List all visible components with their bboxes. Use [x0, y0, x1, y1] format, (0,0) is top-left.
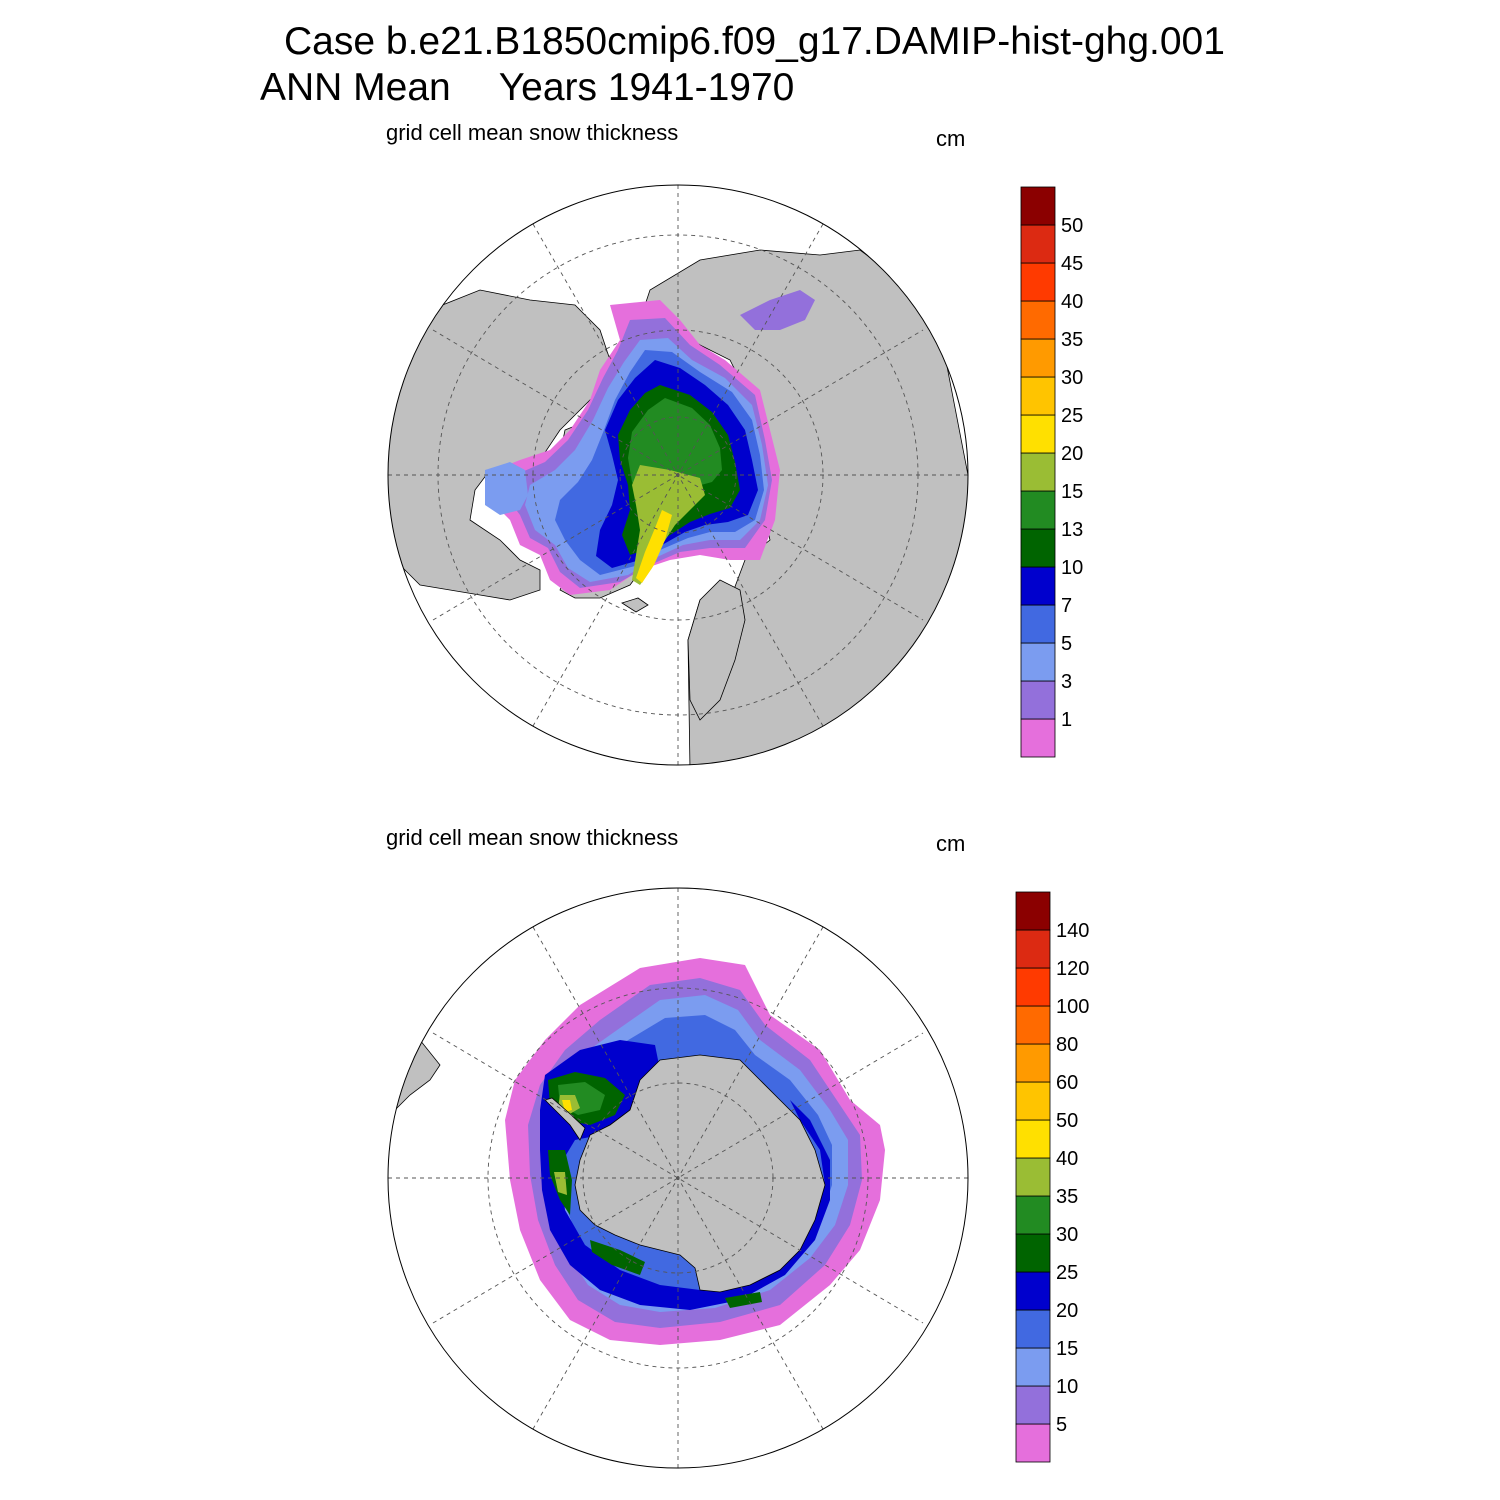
north-colorbar-segment — [1020, 642, 1056, 682]
north-colorbar-tick-label: 5 — [1061, 633, 1072, 655]
south-colorbar-segment — [1015, 1195, 1051, 1235]
south-snow-25-30cm-ross — [590, 1240, 645, 1275]
north-colorbar-segment — [1020, 490, 1056, 530]
north-colorbar-segment — [1020, 528, 1056, 568]
south-colorbar-tick-label: 20 — [1056, 1300, 1078, 1322]
north-colorbar-tick-label: 7 — [1061, 595, 1072, 617]
north-snow-20-25cm — [636, 510, 672, 583]
south-land-peninsula — [544, 1097, 586, 1141]
south-unit-label: cm — [936, 831, 966, 856]
south-colorbar-tick-label: 25 — [1056, 1262, 1078, 1284]
south-colorbar: 5 10 15 20 25 30 35 40 50 60 80 100 120 140 — [1015, 891, 1089, 1463]
north-colorbar-segment — [1020, 718, 1056, 758]
south-map-border — [387, 887, 969, 1469]
north-colorbar-segment — [1020, 224, 1056, 264]
north-colorbar-segment — [1020, 680, 1056, 720]
south-colorbar-tick-label: 50 — [1056, 1110, 1078, 1132]
south-colorbar-segment — [1015, 1347, 1051, 1387]
south-colorbar-segment — [1015, 929, 1051, 969]
north-snow-hudson — [485, 462, 528, 515]
north-colorbar-segment — [1020, 300, 1056, 340]
years-label: Years 1941-1970 — [498, 66, 795, 109]
south-colorbar-tick-label: 5 — [1056, 1414, 1067, 1436]
north-colorbar-segment — [1020, 566, 1056, 606]
south-colorbar-tick-label: 60 — [1056, 1072, 1078, 1094]
north-unit-label: cm — [936, 126, 966, 151]
south-colorbar-segment — [1015, 1233, 1051, 1273]
south-colorbar-segment — [1015, 1119, 1051, 1159]
north-colorbar-tick-label: 1 — [1061, 709, 1072, 731]
south-colorbar-segment — [1015, 1309, 1051, 1349]
north-land-iceland — [621, 597, 649, 613]
south-colorbar-tick-label: 120 — [1056, 958, 1089, 980]
north-graticule — [388, 185, 968, 765]
north-colorbar-tick-label: 25 — [1061, 405, 1083, 427]
south-colorbar-tick-label: 40 — [1056, 1148, 1078, 1170]
north-colorbar-tick-label: 15 — [1061, 481, 1083, 503]
north-polar-map — [387, 184, 969, 766]
period-label: ANN Mean — [260, 66, 451, 109]
north-colorbar-segment — [1020, 414, 1056, 454]
south-colorbar-tick-label: 30 — [1056, 1224, 1078, 1246]
north-colorbar-segment — [1020, 186, 1056, 226]
north-colorbar-tick-label: 13 — [1061, 519, 1083, 541]
north-colorbar-segment — [1020, 452, 1056, 492]
south-colorbar-tick-label: 10 — [1056, 1376, 1078, 1398]
north-colorbar-tick-label: 20 — [1061, 443, 1083, 465]
south-colorbar-segment — [1015, 1385, 1051, 1425]
south-colorbar-tick-label: 15 — [1056, 1338, 1078, 1360]
south-colorbar-segment — [1015, 1043, 1051, 1083]
north-colorbar-tick-label: 40 — [1061, 291, 1083, 313]
south-colorbar-segment — [1015, 1005, 1051, 1045]
south-colorbar-segment — [1015, 1157, 1051, 1197]
south-colorbar-tick-label: 140 — [1056, 920, 1089, 942]
north-colorbar-segment — [1020, 262, 1056, 302]
south-land-antarctica — [574, 1054, 826, 1293]
north-colorbar-tick-label: 50 — [1061, 215, 1083, 237]
south-colorbar-segment — [1015, 1081, 1051, 1121]
north-colorbar-tick-label: 45 — [1061, 253, 1083, 275]
south-polar-map — [387, 887, 969, 1469]
south-colorbar-tick-label: 100 — [1056, 996, 1089, 1018]
south-colorbar-segment — [1015, 1423, 1051, 1463]
north-colorbar-tick-label: 3 — [1061, 671, 1072, 693]
north-colorbar-segment — [1020, 376, 1056, 416]
north-colorbar-segment — [1020, 604, 1056, 644]
south-colorbar-tick-label: 80 — [1056, 1034, 1078, 1056]
south-colorbar-segment — [1015, 1271, 1051, 1311]
north-colorbar-segment — [1020, 338, 1056, 378]
figure-title-case: Case b.e21.B1850cmip6.f09_g17.DAMIP-hist… — [284, 20, 1225, 63]
south-graticule — [388, 888, 968, 1468]
south-colorbar-segment — [1015, 967, 1051, 1007]
north-colorbar-tick-label: 30 — [1061, 367, 1083, 389]
south-colorbar-segment — [1015, 891, 1051, 931]
north-colorbar-tick-label: 10 — [1061, 557, 1083, 579]
north-snow-okhotsk — [740, 290, 815, 330]
north-panel-label: grid cell mean snow thickness — [386, 120, 679, 145]
figure-title-period: ANN Mean Years 1941-1970 — [260, 66, 794, 110]
south-colorbar-tick-label: 35 — [1056, 1186, 1078, 1208]
north-map-border — [387, 184, 969, 766]
south-panel-label: grid cell mean snow thickness — [386, 825, 679, 850]
north-land-scandinavia — [687, 579, 746, 721]
north-colorbar-tick-label: 35 — [1061, 329, 1083, 351]
south-snow-25-30cm-east — [725, 1292, 762, 1308]
